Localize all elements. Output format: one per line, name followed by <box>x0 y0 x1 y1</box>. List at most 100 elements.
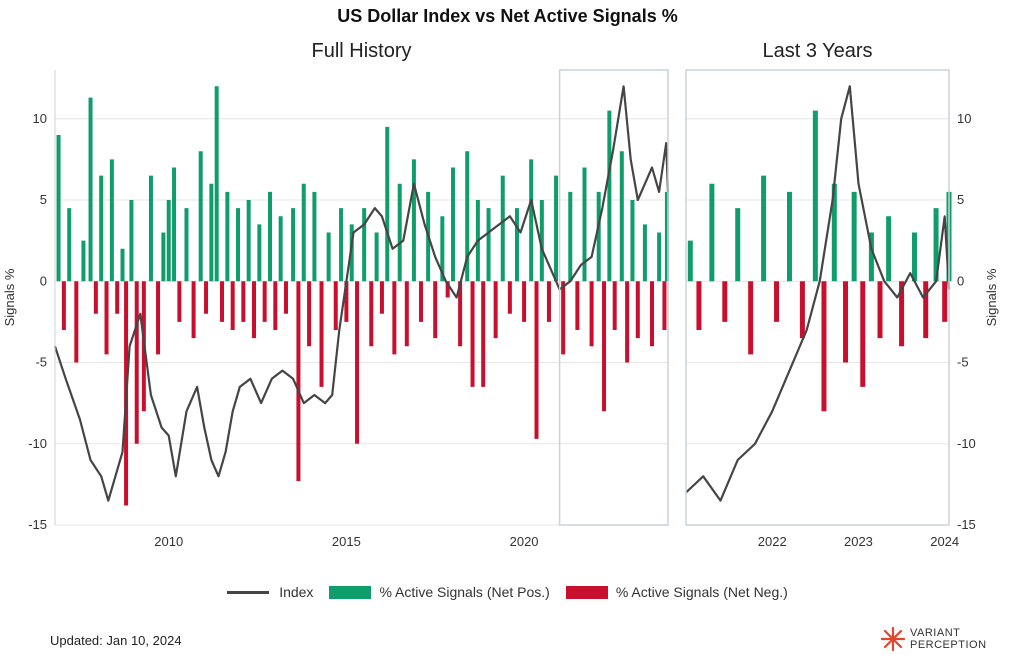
bar-net-positive <box>912 232 918 282</box>
bar-net-positive <box>709 183 715 282</box>
bar-net-negative <box>369 281 374 347</box>
bar-net-positive <box>56 135 61 282</box>
bar-net-negative <box>307 281 312 347</box>
bar-net-positive <box>411 159 416 282</box>
index-line <box>685 85 951 502</box>
legend-item-negative: % Active Signals (Net Neg.) <box>565 584 788 600</box>
bar-net-negative <box>575 281 580 330</box>
y-tick-label-left: -15 <box>28 517 47 532</box>
bar-net-negative <box>625 281 630 363</box>
bar-net-negative <box>404 281 409 347</box>
legend-label-negative: % Active Signals (Net Neg.) <box>615 584 788 600</box>
bar-net-negative <box>191 281 196 339</box>
bar-net-negative <box>230 281 235 330</box>
logo-line-2: PERCEPTION <box>910 639 987 651</box>
bar-net-negative <box>458 281 463 347</box>
bar-net-negative <box>241 281 246 322</box>
bar-net-positive <box>786 191 792 282</box>
bar-net-positive <box>339 208 344 282</box>
bar-net-negative <box>481 281 486 387</box>
bar-net-negative <box>220 281 225 322</box>
bar-net-negative <box>470 281 475 387</box>
bar-net-positive <box>99 175 104 282</box>
bar-net-negative <box>93 281 98 314</box>
y-tick-label-right: -10 <box>957 436 976 451</box>
bar-net-positive <box>326 232 331 282</box>
bar-net-positive <box>664 191 669 282</box>
bar-net-negative <box>204 281 209 314</box>
bar-net-negative <box>355 281 360 444</box>
bar-net-negative <box>115 281 120 314</box>
bar-net-positive <box>568 191 573 282</box>
bar-net-negative <box>923 281 929 339</box>
bar-net-positive <box>486 208 491 282</box>
bar-net-negative <box>74 281 79 363</box>
bar-net-positive <box>642 224 647 282</box>
bar-net-negative <box>507 281 512 314</box>
chart-area: 2010 2015 2020 2022 2023 2024 10 10 5 5 0 0 -5 -5 -10 -… <box>2 69 999 549</box>
bar-net-negative <box>522 281 527 322</box>
y-axis-title-left: Signals % <box>2 268 17 326</box>
bar-net-positive <box>500 175 505 282</box>
legend-label-index: Index <box>279 584 314 600</box>
y-tick-label-left: 0 <box>40 273 47 288</box>
bar-net-negative <box>821 281 827 412</box>
y-tick-label-left: 5 <box>40 192 47 207</box>
bar-net-negative <box>942 281 948 322</box>
bar-net-negative <box>722 281 728 322</box>
y-tick-label-left: -5 <box>35 355 47 370</box>
legend: Index % Active Signals (Net Pos.) % Acti… <box>0 584 1015 600</box>
bar-net-negative <box>589 281 594 347</box>
bar-net-positive <box>831 183 837 282</box>
bar-net-positive <box>374 232 379 282</box>
bar-net-positive <box>225 191 230 282</box>
bar-net-positive <box>868 232 874 282</box>
bar-net-positive <box>886 216 892 282</box>
bar-net-positive <box>761 175 767 282</box>
panel-subtitle-recent: Last 3 Years <box>762 40 873 62</box>
y-tick-label-left: 10 <box>33 111 47 126</box>
legend-label-positive: % Active Signals (Net Pos.) <box>379 584 550 600</box>
y-tick-label-right: -15 <box>957 517 976 532</box>
bar-net-negative <box>445 281 450 298</box>
x-tick-label: 2023 <box>844 534 873 549</box>
bar-net-positive <box>129 200 134 282</box>
bar-net-negative <box>379 281 384 314</box>
bar-net-positive <box>161 232 166 282</box>
bar-net-positive <box>81 240 86 282</box>
sunburst-icon <box>880 626 906 652</box>
bar-net-positive <box>385 126 390 282</box>
bar-net-positive <box>440 216 445 282</box>
updated-date: Updated: Jan 10, 2024 <box>50 633 182 648</box>
bar-net-positive <box>539 200 544 282</box>
bar-net-negative <box>561 281 566 355</box>
bar-net-positive <box>267 191 272 282</box>
bar-net-positive <box>514 208 519 282</box>
bar-net-negative <box>799 281 805 339</box>
bar-net-positive <box>619 151 624 282</box>
y-tick-label-right: 5 <box>957 192 964 207</box>
legend-swatch-negative <box>565 585 608 599</box>
bar-net-positive <box>184 208 189 282</box>
bar-net-positive <box>933 208 939 282</box>
bar-net-positive <box>166 200 171 282</box>
bar-net-positive <box>120 248 125 282</box>
bar-net-positive <box>312 191 317 282</box>
bar-net-negative <box>333 281 338 330</box>
bar-net-positive <box>67 208 72 282</box>
bar-net-negative <box>843 281 849 363</box>
bar-net-negative <box>419 281 424 322</box>
y-tick-label-left: -10 <box>28 436 47 451</box>
legend-swatch-index <box>227 590 270 594</box>
bar-net-positive <box>582 167 587 282</box>
bar-net-negative <box>602 281 607 412</box>
x-tick-label: 2022 <box>758 534 787 549</box>
bar-net-negative <box>877 281 883 339</box>
bar-net-negative <box>319 281 324 387</box>
bar-net-positive <box>349 224 354 282</box>
x-tick-label: 2015 <box>332 534 361 549</box>
bar-net-positive <box>246 200 251 282</box>
panel-full-history <box>53 85 670 506</box>
bar-net-negative <box>748 281 754 355</box>
bar-net-positive <box>529 159 534 282</box>
